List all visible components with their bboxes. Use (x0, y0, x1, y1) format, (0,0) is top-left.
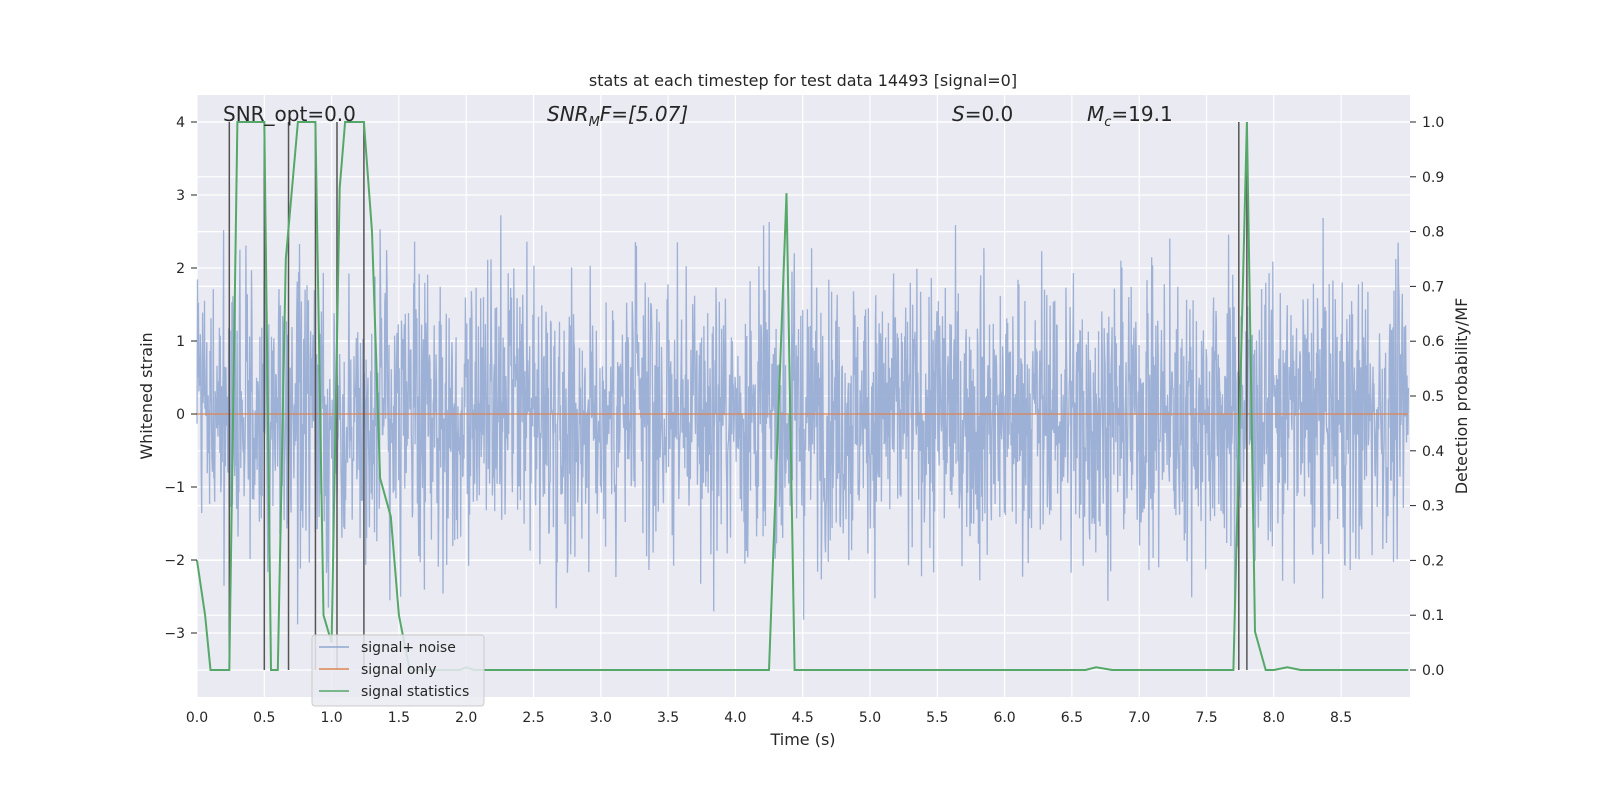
y-right-tick-label: 1.0 (1422, 115, 1444, 131)
y-right-tick-label: 0.3 (1422, 499, 1444, 515)
y-axis-left-label: Whitened strain (137, 332, 156, 459)
legend-box (311, 634, 485, 707)
annotation-snr-mf-sub: M (589, 115, 600, 130)
legend: signal+ noise signal only signal statist… (311, 634, 485, 707)
y-left-tick-label: −3 (164, 626, 185, 642)
x-tick-label: 0.5 (253, 710, 275, 726)
x-tick-label: 1.5 (388, 710, 410, 726)
x-tick-label: 8.5 (1330, 710, 1352, 726)
y-right-tick-label: 0.6 (1422, 334, 1444, 350)
x-tick-label: 3.5 (657, 710, 679, 726)
x-tick-label: 1.0 (320, 710, 342, 726)
x-tick-label: 4.0 (724, 710, 746, 726)
x-tick-label: 6.5 (1061, 710, 1083, 726)
x-tick-label: 2.5 (522, 710, 544, 726)
y-left-tick-label: 4 (176, 115, 185, 131)
x-tick-label: 8.0 (1263, 710, 1285, 726)
x-tick-label: 7.5 (1195, 710, 1217, 726)
x-tick-label: 4.5 (792, 710, 814, 726)
annotation-mc: Mc=19.1 (1087, 102, 1173, 130)
y-left-tick-label: 1 (176, 334, 185, 350)
x-axis-label: Time (s) (769, 730, 835, 749)
y-right-tick-label: 0.8 (1422, 225, 1444, 241)
x-tick-label: 6.0 (993, 710, 1015, 726)
ticks: 0.0 0.5 1.0 1.5 2.0 2.5 3.0 3.5 4.0 4.5 5.0 5.5 6.0 6… (164, 115, 1444, 726)
y-right-tick-label: 0.9 (1422, 170, 1444, 186)
annotation-mc-base: M (1087, 102, 1104, 126)
x-tick-label: 5.5 (926, 710, 948, 726)
annotation-mc-sub: c (1104, 115, 1111, 130)
x-tick-label: 0.0 (186, 710, 208, 726)
noise-trace (196, 215, 1410, 625)
x-tick-label: 3.0 (590, 710, 612, 726)
y-left-tick-label: −1 (164, 480, 185, 496)
x-tick-label: 2.0 (455, 710, 477, 726)
annotation-snr-mf-base: SNR (547, 102, 589, 126)
y-left-tick-label: 3 (176, 188, 185, 204)
x-tick-label: 7.0 (1128, 710, 1150, 726)
annotation-s-value: =0.0 (965, 102, 1014, 126)
annotation-s: S=0.0 (952, 102, 1013, 126)
y-axis-right-label: Detection probability/MF (1452, 298, 1471, 495)
annotation-snr-mf: SNRMF=[5.07] (547, 102, 688, 130)
y-left-tick-label: 0 (176, 407, 185, 423)
y-right-tick-label: 0.4 (1422, 444, 1444, 460)
y-right-tick-label: 0.1 (1422, 608, 1444, 624)
annotation-snr-opt: SNR_opt=0.0 (223, 102, 356, 126)
x-tick-label: 5.0 (859, 710, 881, 726)
chart-title: stats at each timestep for test data 144… (589, 71, 1017, 90)
y-right-tick-label: 0.5 (1422, 389, 1444, 405)
annotation-s-symbol: S (952, 102, 965, 126)
y-left-tick-label: −2 (164, 553, 185, 569)
legend-label-signal-statistics: signal statistics (361, 684, 469, 700)
y-right-tick-label: 0.2 (1422, 553, 1444, 569)
legend-label-signal-only: signal only (361, 662, 436, 678)
y-right-tick-label: 0.7 (1422, 279, 1444, 295)
annotation-mc-value: =19.1 (1111, 102, 1172, 126)
y-left-tick-label: 2 (176, 261, 185, 277)
series-signal-noise (196, 215, 1410, 625)
annotation-snr-mf-rest: F=[5.07] (600, 102, 688, 126)
legend-label-signal-noise: signal+ noise (361, 640, 456, 656)
y-right-tick-label: 0.0 (1422, 663, 1444, 679)
